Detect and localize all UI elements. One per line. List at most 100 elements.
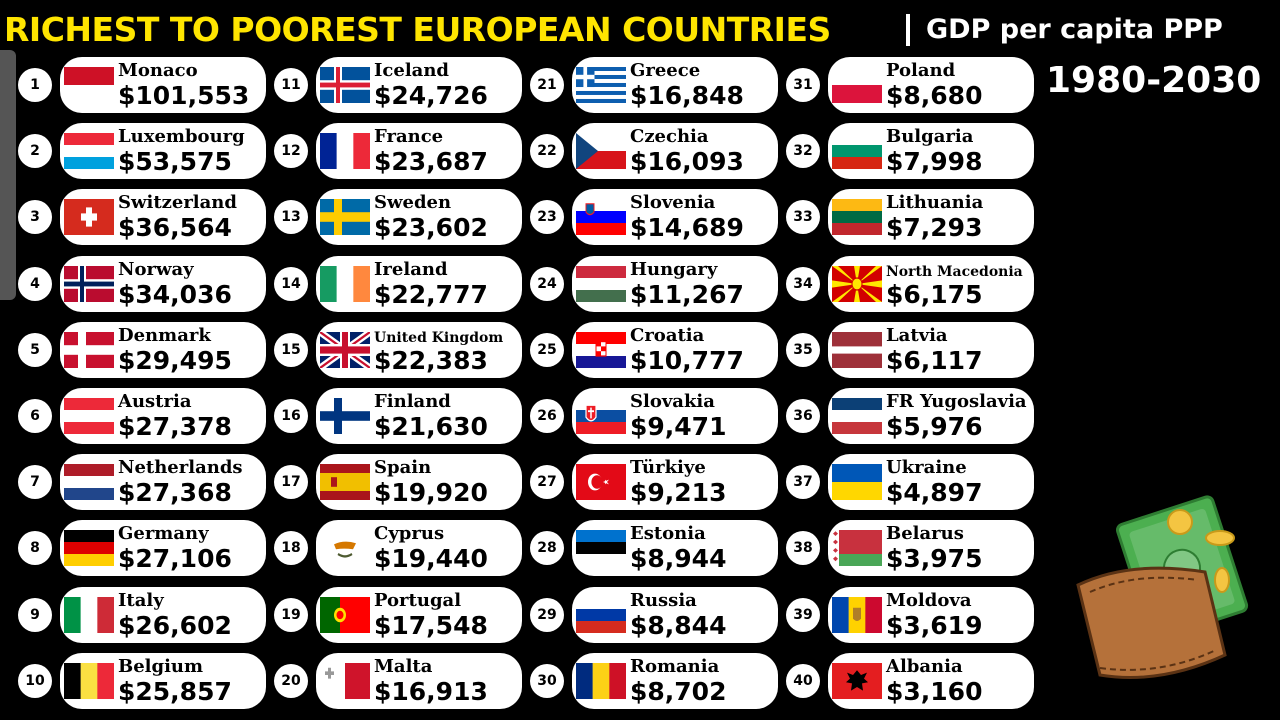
gdp-value: $6,175	[886, 279, 983, 309]
rank-badge: 25	[530, 332, 564, 367]
rank-badge: 34	[786, 266, 820, 301]
czechia-flag	[576, 133, 626, 170]
country-row: 21 Greece $16,848	[530, 57, 780, 113]
belgium-flag	[64, 662, 114, 699]
country-name: Germany	[118, 523, 209, 545]
rank-badge: 20	[274, 663, 308, 698]
country-name: Greece	[630, 60, 701, 81]
rank-badge: 32	[786, 134, 820, 169]
country-row: 18 Cyprus $19,440	[274, 520, 524, 577]
country-row: 1 Monaco $101,553	[18, 57, 268, 113]
country-row: 22 Czechia $16,093	[530, 123, 780, 180]
country-card: Bulgaria $7,998	[828, 123, 1034, 180]
gdp-value: $14,689	[630, 213, 744, 243]
country-card: Sweden $23,602	[316, 189, 522, 246]
country-row: 17 Spain $19,920	[274, 454, 524, 511]
country-row: 27 Türkiye $9,213	[530, 454, 780, 511]
country-card: Spain $19,920	[316, 454, 522, 511]
country-name: Romania	[630, 655, 720, 677]
moldova-flag	[832, 596, 882, 633]
rank-badge: 6	[18, 399, 52, 433]
gdp-value: $10,777	[630, 345, 744, 375]
rank-badge: 40	[786, 663, 820, 698]
gdp-value: $6,117	[886, 345, 983, 375]
country-name: North Macedonia	[886, 263, 1023, 280]
rank-badge: 18	[274, 531, 308, 566]
country-card: Switzerland $36,564	[60, 189, 266, 246]
country-name: Austria	[118, 391, 192, 412]
gdp-value: $26,602	[118, 610, 232, 640]
country-name: Netherlands	[118, 457, 243, 479]
bulgaria-flag	[832, 133, 882, 170]
country-card: Iceland $24,726	[316, 57, 522, 113]
luxembourg-flag	[64, 133, 114, 170]
rank-badge: 1	[18, 68, 52, 102]
country-name: Croatia	[630, 324, 705, 346]
russia-flag	[576, 596, 626, 633]
country-name: Moldova	[886, 589, 972, 611]
country-name: Finland	[374, 391, 451, 412]
fr-yugoslavia-flag	[832, 398, 882, 434]
country-row: 40 Albania $3,160	[786, 652, 1036, 709]
gdp-value: $29,495	[118, 345, 232, 375]
country-name: Ukraine	[886, 457, 967, 479]
country-card: Denmark $29,495	[60, 321, 266, 378]
gdp-value: $16,913	[374, 676, 488, 706]
country-card: Austria $27,378	[60, 388, 266, 444]
rank-badge: 23	[530, 200, 564, 235]
country-card: Finland $21,630	[316, 388, 522, 444]
spain-flag	[320, 464, 370, 501]
rank-badge: 3	[18, 200, 52, 235]
gdp-value: $5,976	[886, 412, 983, 441]
country-card: Türkiye $9,213	[572, 454, 778, 511]
country-name: Spain	[374, 457, 432, 479]
country-card: United Kingdom $22,383	[316, 321, 522, 378]
country-card: Slovenia $14,689	[572, 189, 778, 246]
country-card: North Macedonia $6,175	[828, 255, 1034, 312]
country-name: Iceland	[374, 60, 450, 81]
germany-flag	[64, 530, 114, 567]
country-card: Slovakia $9,471	[572, 388, 778, 444]
rank-badge: 21	[530, 68, 564, 102]
country-row: 3 Switzerland $36,564	[18, 189, 268, 246]
croatia-flag	[576, 331, 626, 368]
gdp-value: $16,848	[630, 81, 744, 110]
side-edge-bar	[0, 50, 16, 300]
country-row: 35 Latvia $6,117	[786, 321, 1036, 378]
gdp-value: $8,702	[630, 676, 727, 706]
estonia-flag	[576, 530, 626, 567]
country-card: Latvia $6,117	[828, 321, 1034, 378]
country-name: Cyprus	[374, 523, 445, 545]
country-card: Romania $8,702	[572, 652, 778, 709]
country-card: Portugal $17,548	[316, 586, 522, 643]
denmark-flag	[64, 331, 114, 368]
monaco-flag	[64, 67, 114, 103]
sweden-flag	[320, 199, 370, 236]
country-row: 4 Norway $34,036	[18, 255, 268, 312]
country-card: Norway $34,036	[60, 255, 266, 312]
country-name: FR Yugoslavia	[886, 391, 1027, 412]
country-card: Italy $26,602	[60, 586, 266, 643]
country-name: Hungary	[630, 258, 718, 280]
country-card: Belarus $3,975	[828, 520, 1034, 577]
gdp-value: $16,093	[630, 147, 744, 177]
lithuania-flag	[832, 199, 882, 236]
country-card: Cyprus $19,440	[316, 520, 522, 577]
country-name: Switzerland	[118, 192, 237, 214]
slovenia-flag	[576, 199, 626, 236]
rank-badge: 11	[274, 68, 308, 102]
gdp-value: $27,106	[118, 544, 232, 574]
country-name: Poland	[886, 60, 956, 81]
malta-flag	[320, 662, 370, 699]
portugal-flag	[320, 596, 370, 633]
rank-badge: 29	[530, 597, 564, 632]
page-title: RICHEST TO POOREST EUROPEAN COUNTRIES	[4, 10, 831, 49]
country-row: 37 Ukraine $4,897	[786, 454, 1036, 511]
north-macedonia-flag	[832, 265, 882, 302]
country-row: 31 Poland $8,680	[786, 57, 1036, 113]
france-flag	[320, 133, 370, 170]
gdp-value: $7,293	[886, 213, 983, 243]
country-card: Greece $16,848	[572, 57, 778, 113]
country-name: Lithuania	[886, 192, 984, 214]
romania-flag	[576, 662, 626, 699]
